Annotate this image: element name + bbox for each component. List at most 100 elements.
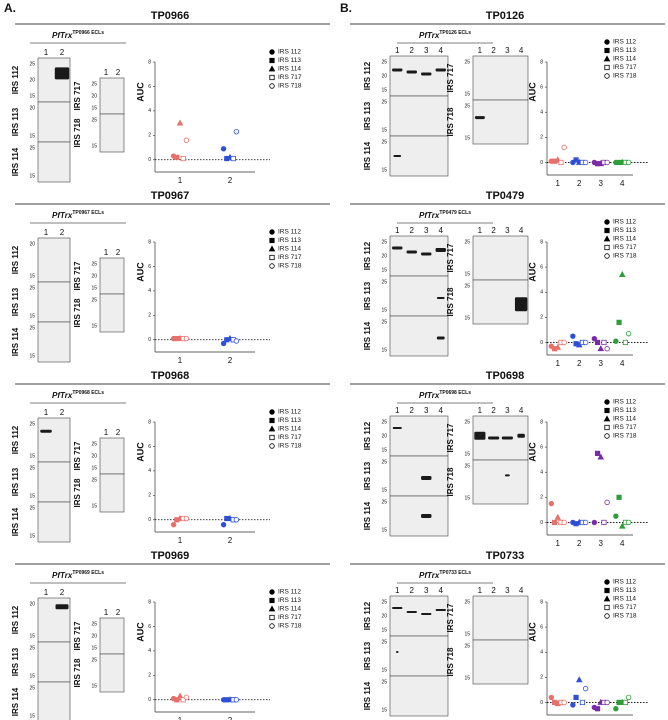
construct: TP0969 ECLs [72,570,104,576]
data-point [625,519,632,526]
data-point [594,450,601,456]
construct: TP0479 ECLs [439,210,471,216]
legend-label: IRS 113 [613,47,636,54]
lane-label: 3 [424,46,429,55]
y-tick-label: 6 [148,624,151,630]
legend-label: IRS 112 [613,219,636,226]
y-tick-label: 8 [148,239,151,245]
band [514,297,528,312]
legend-label: IRS 717 [278,434,302,441]
mw-label: 15 [29,493,35,499]
mw-label: 25 [381,319,387,325]
irs-label: IRS 717 [73,441,82,470]
band [392,427,402,429]
blot-header: PfTrxTP0698 ECLs [419,390,471,400]
mw-label: 25 [29,145,35,151]
data-point [570,702,576,708]
irs-label: IRS 114 [11,327,20,356]
legend-label: IRS 114 [278,246,301,253]
lane-label: 1 [478,226,483,235]
mw-label: 15 [381,707,387,713]
legend-marker [269,409,275,415]
legend-label: IRS 112 [613,39,636,46]
protein: PfTrx [52,571,73,580]
lane-label: 2 [410,226,415,235]
y-tick-label: 2 [540,315,543,321]
legend-label: IRS 113 [278,417,301,424]
irs-label: IRS 112 [11,65,20,94]
lane-label: 1 [395,46,400,55]
mw-label: 15 [381,267,387,273]
data-point [554,343,562,350]
irs-label: IRS 114 [363,321,372,350]
blot-header: PfTrxTP0126 ECLs [419,30,471,40]
data-point [594,706,601,712]
legend-marker [269,263,275,269]
protein: PfTrx [419,571,440,580]
panel-label: B. [340,1,352,15]
legend-marker [268,65,276,72]
legend-marker [269,443,275,449]
mw-label: 20 [381,73,387,79]
data-point [176,692,184,699]
blot [389,495,449,537]
x-tick-label: 3 [599,359,604,368]
x-tick-label: 1 [556,179,561,188]
blot [37,57,71,103]
legend-marker [269,417,275,424]
legend-label: IRS 114 [278,606,301,613]
data-point [233,517,240,523]
legend-label: IRS 113 [613,587,636,594]
irs-label: IRS 114 [11,147,20,176]
data-point [625,694,632,701]
blot [99,257,125,295]
blot [472,459,529,505]
legend-marker [269,254,275,261]
lane-label: 3 [424,226,429,235]
panel-title: TP0966 [151,10,190,22]
y-tick-label: 6 [540,444,543,450]
lane-label: 3 [505,226,510,235]
lane-label: 4 [519,586,524,595]
legend-marker [604,39,610,45]
legend-marker [604,424,610,431]
legend-label: IRS 112 [278,409,301,416]
irs-label: IRS 114 [363,141,372,170]
legend-label: IRS 114 [278,66,301,73]
band [436,297,445,299]
y-axis-label: AUC [135,442,145,462]
legend-label: IRS 718 [278,263,302,270]
data-point [183,515,190,522]
blot-header: PfTrxTP0968 ECLs [52,390,104,400]
blot [389,235,449,277]
panel-title: TP0969 [151,550,190,562]
mw-label: 25 [464,283,470,289]
lane-label: 2 [410,46,415,55]
lane-label: 2 [410,586,415,595]
lane-label: 3 [505,406,510,415]
blot [99,437,125,475]
mw-label: 15 [381,487,387,493]
legend-label: IRS 113 [613,407,636,414]
irs-label: IRS 717 [73,81,82,110]
lane-label: 1 [104,608,109,617]
x-tick-label: 1 [178,536,183,545]
y-tick-label: 8 [148,59,151,65]
mw-label: 15 [381,167,387,173]
lane-label: 1 [395,226,400,235]
mw-label: 15 [29,713,35,719]
irs-label: IRS 718 [73,478,82,507]
data-point [220,521,227,528]
data-point [573,157,579,163]
band [392,607,403,609]
mw-label: 25 [464,419,470,425]
irs-label: IRS 718 [446,107,455,136]
data-point [558,159,564,166]
y-axis-label: AUC [527,82,537,102]
x-tick-label: 4 [620,539,625,548]
blot [37,141,71,183]
x-tick-label: 2 [228,356,233,365]
